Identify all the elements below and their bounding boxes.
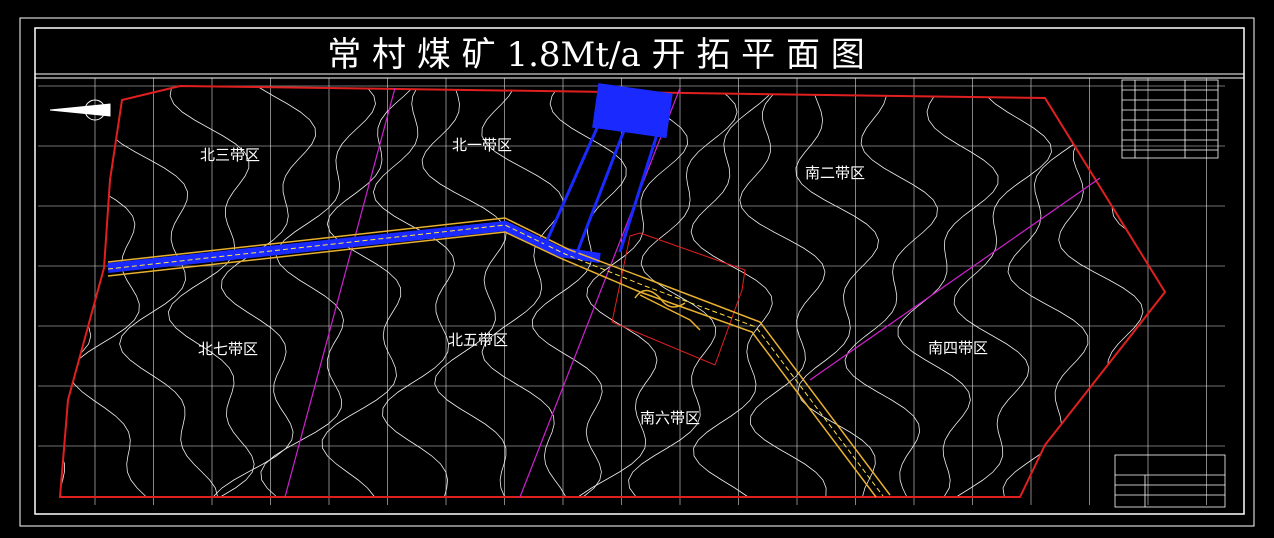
contour-line bbox=[105, 86, 218, 497]
roadways bbox=[107, 217, 891, 498]
outer-frame bbox=[19, 17, 1255, 527]
district-label: 北一带区 bbox=[452, 136, 512, 154]
contour-line bbox=[690, 86, 776, 497]
district-label: 北五带区 bbox=[448, 331, 508, 349]
contour-line bbox=[321, 86, 419, 497]
contour-line bbox=[260, 86, 376, 497]
district-label: 南六带区 bbox=[640, 409, 700, 427]
north-arrow bbox=[49, 99, 111, 121]
contour-line bbox=[739, 86, 827, 497]
contour-line bbox=[372, 86, 455, 497]
title-block bbox=[1114, 454, 1226, 508]
legend-table bbox=[1121, 79, 1219, 159]
contour-line bbox=[628, 86, 738, 497]
contour-line bbox=[946, 86, 1052, 497]
district-label: 南二带区 bbox=[805, 164, 865, 182]
contour-line bbox=[570, 86, 689, 497]
industrial-site bbox=[611, 232, 746, 366]
contour-line bbox=[481, 86, 568, 497]
contour-line bbox=[210, 86, 316, 497]
district-label: 北三带区 bbox=[200, 146, 260, 164]
grid bbox=[38, 78, 1225, 505]
shafts bbox=[543, 109, 662, 259]
district-lines bbox=[284, 87, 1101, 498]
district-label: 北七带区 bbox=[198, 340, 258, 358]
contour-line bbox=[60, 86, 155, 497]
shaft-site bbox=[592, 83, 673, 139]
drawing-title: 常 村 煤 矿 1.8Mt/a 开 拓 平 面 图 bbox=[327, 35, 865, 75]
contour-line bbox=[167, 86, 255, 497]
contour-line bbox=[897, 86, 999, 497]
district-label: 南四带区 bbox=[928, 339, 988, 357]
contour-line bbox=[795, 86, 879, 497]
contour-line bbox=[844, 86, 938, 497]
contour-line bbox=[531, 86, 627, 497]
inner-frame bbox=[34, 27, 1245, 515]
mine-boundary bbox=[58, 84, 1167, 498]
contour-line bbox=[421, 86, 511, 497]
